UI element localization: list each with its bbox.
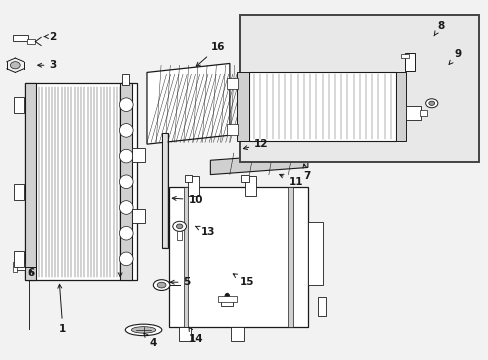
Ellipse shape	[119, 175, 133, 189]
Text: 5: 5	[170, 277, 190, 287]
Bar	[395, 72, 406, 140]
Text: 10: 10	[172, 195, 203, 205]
Bar	[249, 72, 395, 140]
Ellipse shape	[157, 282, 165, 288]
Text: 6: 6	[27, 268, 35, 278]
Ellipse shape	[119, 123, 133, 137]
Ellipse shape	[119, 252, 133, 266]
Ellipse shape	[131, 327, 156, 333]
Ellipse shape	[153, 280, 169, 291]
Bar	[288, 187, 293, 327]
Text: 14: 14	[188, 327, 203, 343]
Bar	[14, 251, 24, 267]
Ellipse shape	[428, 101, 434, 105]
Text: 9: 9	[448, 49, 460, 64]
Bar	[14, 97, 24, 113]
Bar	[184, 175, 191, 182]
Ellipse shape	[172, 221, 186, 231]
Text: 13: 13	[195, 226, 215, 237]
Text: 4: 4	[143, 333, 157, 348]
Bar	[13, 262, 17, 272]
Bar	[161, 134, 167, 248]
Bar	[419, 111, 427, 116]
Text: 11: 11	[279, 174, 302, 187]
Text: 3: 3	[38, 60, 57, 70]
Bar	[406, 106, 420, 121]
Text: 7: 7	[302, 164, 310, 181]
Polygon shape	[147, 63, 229, 144]
Polygon shape	[210, 153, 307, 175]
Bar	[177, 231, 182, 240]
Ellipse shape	[119, 201, 133, 214]
Bar	[122, 74, 129, 85]
Bar	[25, 83, 36, 280]
Ellipse shape	[224, 293, 229, 301]
Bar	[14, 263, 25, 270]
Bar	[400, 54, 408, 58]
Ellipse shape	[119, 149, 133, 163]
Bar	[317, 297, 326, 316]
Bar	[178, 327, 190, 341]
Bar	[227, 78, 238, 89]
Ellipse shape	[10, 62, 20, 69]
Text: 16: 16	[196, 42, 224, 66]
Text: 2: 2	[44, 32, 57, 41]
Bar	[14, 184, 24, 199]
Bar	[307, 222, 322, 285]
Bar	[26, 40, 35, 44]
Bar	[162, 134, 166, 247]
Bar	[25, 83, 137, 280]
Bar	[221, 301, 233, 306]
Text: 15: 15	[233, 274, 254, 287]
Bar	[217, 296, 237, 302]
Text: 8: 8	[433, 21, 444, 36]
Text: 12: 12	[243, 139, 268, 149]
Bar	[245, 176, 256, 196]
Ellipse shape	[125, 324, 162, 336]
Bar	[132, 209, 144, 223]
Bar	[120, 83, 132, 280]
Bar	[132, 148, 144, 162]
Bar	[227, 125, 238, 135]
Bar	[168, 187, 307, 327]
Ellipse shape	[119, 98, 133, 112]
Bar	[188, 176, 199, 196]
Ellipse shape	[425, 99, 437, 108]
Bar	[183, 187, 188, 327]
Ellipse shape	[119, 226, 133, 240]
Bar	[405, 53, 414, 71]
Bar	[241, 175, 248, 182]
Bar	[13, 35, 27, 41]
Bar	[231, 327, 243, 341]
Bar	[239, 15, 478, 162]
Bar	[237, 72, 249, 140]
Text: 1: 1	[58, 284, 66, 334]
Ellipse shape	[176, 224, 183, 229]
